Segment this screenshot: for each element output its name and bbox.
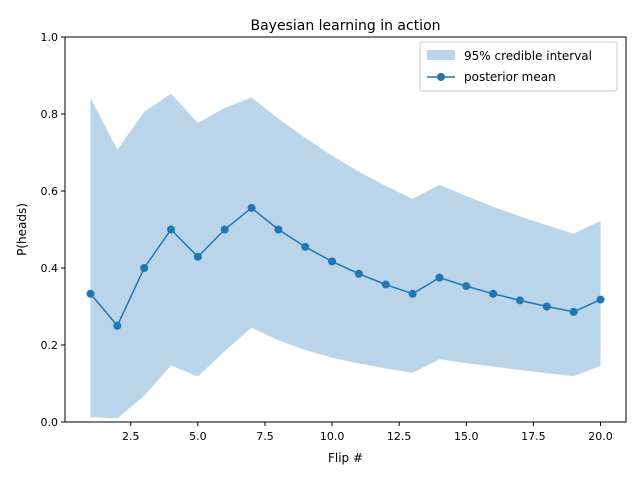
posterior-mean-point [328, 257, 337, 266]
posterior-mean-point [596, 295, 605, 304]
y-axis-label: P(heads) [15, 203, 29, 256]
posterior-mean-point [113, 321, 122, 330]
credible-interval-band [90, 93, 601, 419]
posterior-mean-point [489, 289, 498, 298]
y-tick-label: 0.0 [41, 416, 59, 429]
x-tick-label: 17.5 [521, 430, 546, 443]
x-tick-label: 12.5 [387, 430, 412, 443]
x-axis: Flip # [328, 451, 363, 465]
x-tick-label: 15.0 [454, 430, 479, 443]
posterior-mean-point [167, 225, 176, 234]
plot-area: 2.5 5.0 7.5 10.0 12.5 15.0 17.5 20.0 0.0 0.2 0.4 0.… [41, 31, 627, 443]
posterior-mean-point [220, 225, 229, 234]
x-tick-label: 5.0 [189, 430, 207, 443]
legend-marker-swatch [437, 73, 445, 81]
posterior-mean-point [435, 273, 444, 282]
legend-band-swatch [427, 50, 455, 60]
y-tick-label: 0.8 [41, 108, 59, 121]
y-tick-label: 0.4 [41, 262, 59, 275]
posterior-mean-point [542, 302, 551, 311]
x-tick-label: 7.5 [256, 430, 274, 443]
plot-frame [64, 36, 627, 423]
x-tick-label: 20.0 [588, 430, 613, 443]
x-tick-label: 2.5 [122, 430, 140, 443]
legend: 95% credible interval posterior mean [419, 41, 618, 92]
posterior-mean-point [569, 307, 578, 316]
y-tick-label: 1.0 [41, 31, 59, 44]
posterior-mean-point [274, 225, 283, 234]
posterior-mean-point [462, 282, 471, 291]
legend-box [419, 41, 618, 92]
x-axis-label: Flip # [328, 451, 363, 465]
y-tick-label: 0.6 [41, 185, 59, 198]
posterior-mean-point [408, 289, 417, 298]
y-axis: P(heads) [15, 203, 29, 256]
posterior-mean-point [381, 280, 390, 289]
posterior-mean-point [140, 264, 149, 272]
x-tick-label: 10.0 [320, 430, 345, 443]
posterior-mean-line [89, 206, 601, 328]
posterior-mean-point [354, 269, 363, 278]
legend-label-mean: posterior mean [464, 70, 556, 84]
posterior-mean-point [301, 242, 310, 251]
posterior-mean-point [86, 289, 95, 298]
chart-title: Bayesian learning in action [250, 18, 440, 34]
posterior-mean-point [193, 252, 202, 261]
y-tick-label: 0.2 [41, 339, 59, 352]
legend-label-band: 95% credible interval [464, 49, 592, 63]
posterior-mean-point [247, 203, 256, 212]
posterior-mean-point [515, 296, 524, 305]
